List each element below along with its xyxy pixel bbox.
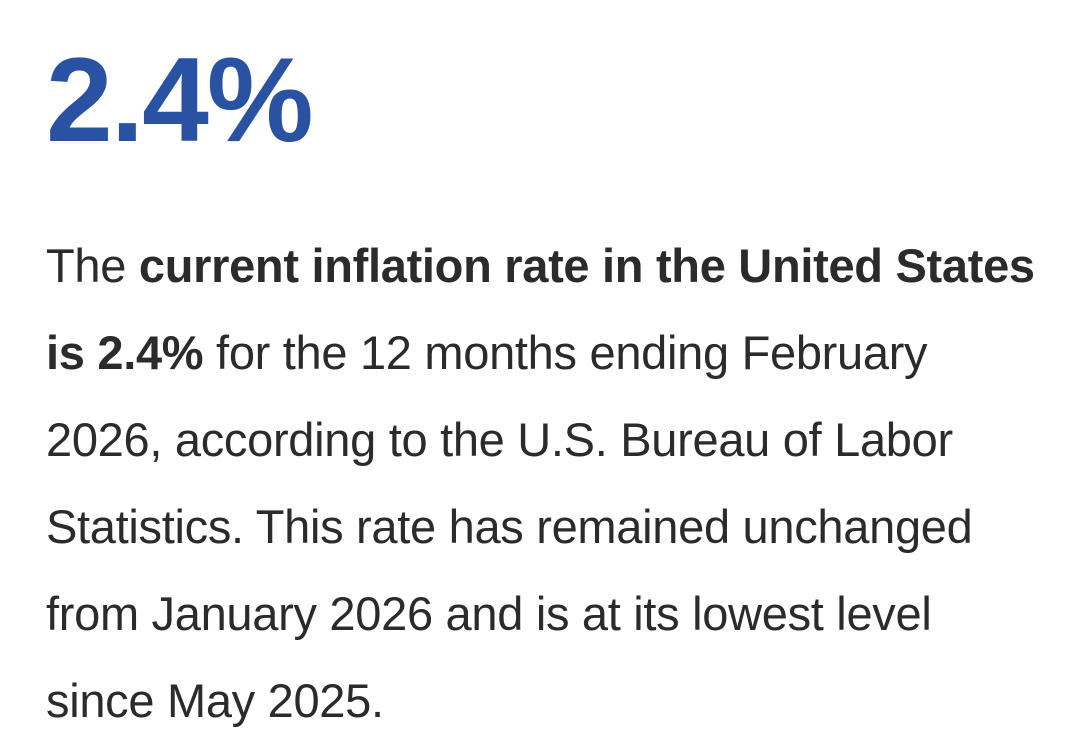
description-lead: The (46, 239, 139, 292)
inflation-summary-card: 2.4% The current inflation rate in the U… (46, 30, 1046, 744)
description-rest: for the 12 months ending February 2026, … (46, 326, 973, 727)
description-highlight: current inflation rate in the United Sta… (46, 239, 1035, 379)
inflation-rate-headline: 2.4% (46, 33, 314, 167)
inflation-description: The current inflation rate in the United… (46, 222, 1046, 744)
